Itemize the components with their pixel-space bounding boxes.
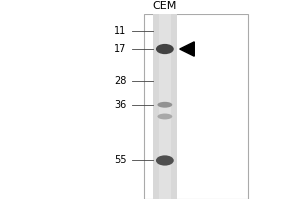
Text: 17: 17 — [114, 44, 126, 54]
Ellipse shape — [158, 114, 172, 119]
Bar — [153, 14, 177, 199]
Text: CEM: CEM — [153, 1, 177, 11]
Bar — [144, 14, 248, 199]
Text: 55: 55 — [114, 155, 126, 165]
Polygon shape — [180, 42, 194, 56]
Ellipse shape — [158, 102, 172, 108]
Bar — [159, 14, 171, 199]
Text: 11: 11 — [114, 26, 126, 36]
Ellipse shape — [156, 44, 174, 54]
Text: 28: 28 — [114, 76, 126, 86]
Text: 36: 36 — [114, 100, 126, 110]
Ellipse shape — [156, 155, 174, 166]
